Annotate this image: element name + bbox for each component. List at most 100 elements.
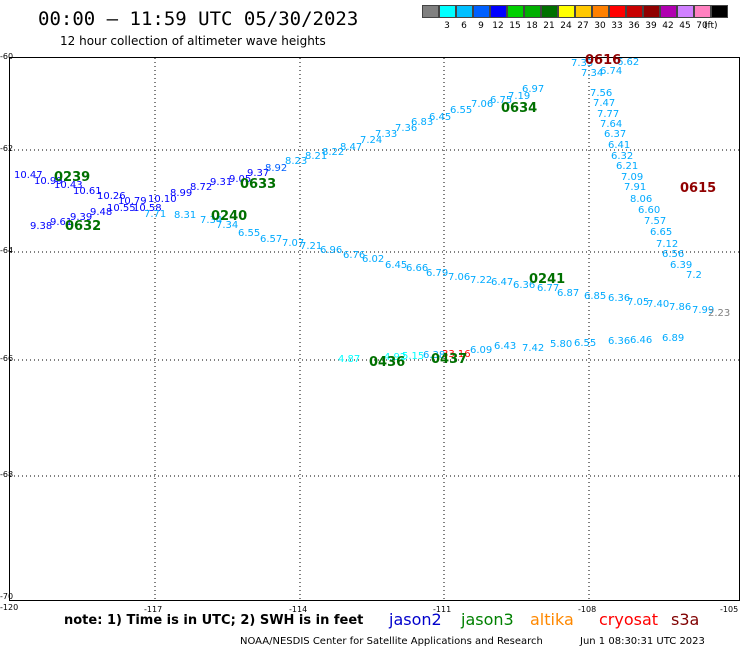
wave-height-reading: 7.21	[300, 241, 323, 252]
wave-height-reading: 7.06	[448, 272, 471, 283]
scale-label: 21	[543, 21, 555, 31]
wave-height-reading: 6.55	[450, 105, 473, 116]
page-title: 00:00 – 11:59 UTC 05/30/2023	[38, 8, 359, 30]
scale-swatch	[609, 5, 626, 18]
wave-height-reading: 33.16	[442, 349, 471, 360]
wave-height-reading: 10.47	[14, 170, 43, 181]
wave-height-reading: 8.22	[322, 147, 345, 158]
wave-height-reading: 6.21	[616, 161, 639, 172]
wave-height-reading: 7.06	[471, 99, 494, 110]
scale-label: 30	[594, 21, 606, 31]
wave-height-reading: 8.47	[340, 142, 363, 153]
legend-s3a: s3a	[671, 610, 700, 629]
wave-height-reading: 6.38	[423, 350, 446, 361]
wave-height-reading: 10.58	[133, 203, 162, 214]
wave-height-reading: 6.36	[608, 293, 631, 304]
scale-swatch	[711, 5, 728, 18]
scale-swatch	[473, 5, 490, 18]
wave-height-reading: 6.77	[537, 283, 560, 294]
wave-height-reading: 10.99	[34, 176, 63, 187]
longitude-label: -117	[144, 605, 163, 614]
wave-height-reading: 8.92	[265, 163, 288, 174]
wave-height-reading: 6.83	[411, 117, 434, 128]
scale-label: 45	[679, 21, 691, 31]
latitude-label: -60	[0, 52, 14, 61]
wave-height-reading: 6.09	[470, 345, 493, 356]
scale-label: 39	[645, 21, 657, 31]
wave-height-reading: 6.36	[513, 280, 536, 291]
wave-height-reading: 7.99	[692, 305, 715, 316]
wave-height-reading: 6.76	[343, 250, 366, 261]
pass-time-label: 0634	[501, 101, 538, 116]
page-subtitle: 12 hour collection of altimeter wave hei…	[60, 34, 326, 48]
wave-height-reading: 7.09	[621, 172, 644, 183]
wave-height-reading: 10.55	[107, 203, 136, 214]
wave-height-reading: 7.12	[656, 239, 679, 250]
scale-swatch	[643, 5, 660, 18]
scale-label: 3	[444, 21, 450, 31]
wave-height-reading: 4.87	[338, 354, 361, 365]
wave-height-reading: 9.39	[70, 212, 93, 223]
wave-height-reading: 7.2	[686, 270, 702, 281]
wave-height-reading: 7.86	[669, 302, 692, 313]
longitude-label: -111	[433, 605, 452, 614]
wave-height-reading: 7.33	[375, 129, 398, 140]
wave-height-reading: 9.31	[210, 177, 233, 188]
longitude-label: -120	[0, 603, 19, 612]
wave-height-reading: 6.97	[522, 84, 545, 95]
wave-height-reading: 9.48	[90, 207, 113, 218]
scale-swatch	[677, 5, 694, 18]
wave-height-reading: 7.22	[470, 275, 493, 286]
wave-height-reading: 7.91	[624, 182, 647, 193]
wave-height-reading: 5.15	[402, 351, 425, 362]
latitude-label: -68	[0, 470, 14, 479]
wave-height-reading: 7.47	[593, 98, 616, 109]
wave-height-reading: 6.62	[617, 57, 640, 68]
wave-height-reading: 7.33	[571, 58, 594, 69]
wave-height-reading: 8.21	[305, 151, 328, 162]
wave-height-reading: 7.71	[144, 209, 167, 220]
wave-height-reading: 7.24	[360, 135, 383, 146]
wave-height-reading: 7.07	[282, 238, 305, 249]
scale-swatch	[592, 5, 609, 18]
wave-height-reading: 6.96	[320, 245, 343, 256]
wave-height-reading: 8.06	[630, 194, 653, 205]
pass-time-label: 0239	[54, 170, 91, 185]
wave-height-reading: 8.31	[174, 210, 197, 221]
scale-label: 24	[560, 21, 572, 31]
wave-height-reading: 10.43	[54, 180, 83, 191]
pass-time-label: 0616	[585, 53, 622, 68]
wave-height-reading: 7.36	[395, 123, 418, 134]
latitude-label: -64	[0, 246, 14, 255]
wave-height-reading: 6.39	[670, 260, 693, 271]
generation-timestamp: Jun 1 08:30:31 UTC 2023	[580, 636, 705, 647]
scale-label: 27	[577, 21, 589, 31]
wave-height-reading: 9.61	[50, 217, 73, 228]
wave-height-reading: 6.89	[662, 333, 685, 344]
wave-height-reading: 4.92	[384, 352, 407, 363]
map-grid	[10, 58, 740, 602]
wave-height-reading: 7.40	[647, 299, 670, 310]
wave-height-reading: 6.57	[260, 234, 283, 245]
scale-swatch	[456, 5, 473, 18]
wave-height-reading: 8.99	[170, 188, 193, 199]
pass-time-label: 0436	[369, 355, 406, 370]
legend-cryosat: cryosat	[599, 610, 659, 629]
wave-height-reading: 6.02	[362, 254, 385, 265]
wave-height-reading: 6.37	[604, 129, 627, 140]
legend-jason3: jason3	[461, 610, 514, 629]
scale-swatch	[507, 5, 524, 18]
wave-height-reading: 10.10	[148, 194, 177, 205]
pass-time-label: 0437	[431, 352, 468, 367]
scale-label: 12	[492, 21, 504, 31]
wave-height-reading: 7.34	[581, 68, 604, 79]
wave-height-reading: 6.55	[238, 228, 261, 239]
wave-height-reading: 2.23	[708, 308, 731, 319]
wave-height-reading: 7.57	[644, 216, 667, 227]
pass-time-label: 0615	[680, 181, 717, 196]
scale-swatch	[660, 5, 677, 18]
wave-height-reading: 6.60	[638, 205, 661, 216]
legend-altika: altika	[530, 610, 574, 629]
wave-height-reading: 6.46	[630, 335, 653, 346]
scale-swatch	[575, 5, 592, 18]
